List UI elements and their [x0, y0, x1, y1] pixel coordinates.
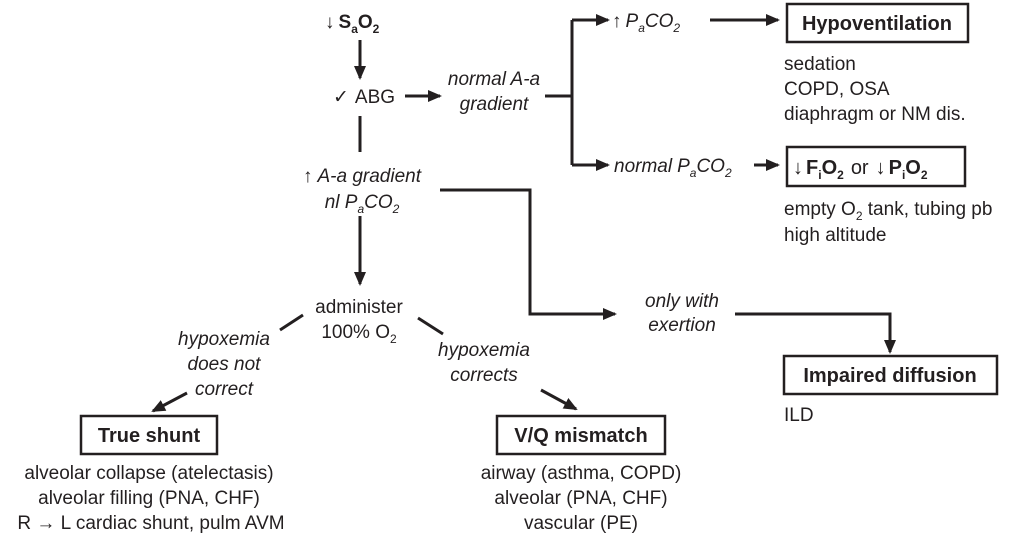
normal-aa-line2: gradient [460, 94, 529, 115]
line-administer-left [279, 313, 304, 332]
arrow-to-exertion [440, 188, 617, 320]
not-correct-line2: does not [188, 354, 262, 375]
vq-mismatch-title: V/Q mismatch [514, 425, 647, 447]
arrow-to-vq-mismatch [540, 388, 578, 411]
true-shunt-title: True shunt [98, 425, 201, 447]
true-shunt-cause-3: R → L cardiac shunt, pulm AVM [17, 513, 284, 534]
administer-line1: administer [315, 297, 403, 318]
corrects-line2: corrects [450, 365, 518, 386]
hypoventilation-title: Hypoventilation [802, 13, 952, 35]
hypoventilation-cause-1: sedation [784, 54, 856, 75]
vq-mismatch-cause-2: alveolar (PNA, CHF) [494, 488, 667, 509]
impaired-diffusion-title: Impaired diffusion [803, 365, 976, 387]
corrects-line1: hypoxemia [438, 340, 530, 361]
true-shunt-box [79, 414, 219, 456]
not-correct-line3: correct [195, 379, 254, 400]
true-shunt-cause-2: alveolar filling (PNA, CHF) [38, 488, 260, 509]
arrow-to-true-shunt [151, 391, 188, 413]
vq-mismatch-cause-1: airway (asthma, COPD) [481, 463, 682, 484]
vq-mismatch-cause-3: vascular (PE) [524, 513, 638, 534]
abg-node: ✓ ABG [333, 87, 395, 108]
normal-aa-line1: normal A-a [448, 69, 540, 90]
sao2-node: ↓ SaO2 [325, 12, 380, 36]
administer-line2: 100% O2 [321, 322, 397, 346]
vq-mismatch-box [495, 414, 667, 456]
line-administer-right [417, 316, 444, 336]
not-correct-line1: hypoxemia [178, 329, 270, 350]
hypoventilation-box [785, 2, 970, 44]
up-aa-line1: ↑ A-a gradient [303, 166, 422, 187]
exertion-line1: only with [645, 291, 719, 312]
up-paco2-node: ↑ PaCO2 [612, 11, 680, 35]
exertion-line2: exertion [648, 315, 716, 336]
low-fio2-cause-1: empty O2 tank, tubing pb [784, 199, 992, 223]
arrow-to-impaired-diffusion [735, 312, 896, 354]
connectors [151, 14, 896, 413]
low-fio2-cause-2: high altitude [784, 225, 886, 246]
hypoventilation-cause-2: COPD, OSA [784, 79, 890, 100]
up-aa-line2: nl PaCO2 [325, 192, 400, 216]
impaired-diffusion-box [782, 354, 999, 396]
impaired-diffusion-cause-1: ILD [784, 405, 814, 426]
low-fio2-box [785, 145, 967, 188]
low-fio2-title: ↓ FiO2 or ↓ PiO2 [793, 157, 928, 182]
hypoventilation-cause-3: diaphragm or NM dis. [784, 104, 966, 125]
normal-paco2-node: normal PaCO2 [614, 156, 732, 180]
true-shunt-cause-1: alveolar collapse (atelectasis) [24, 463, 273, 484]
